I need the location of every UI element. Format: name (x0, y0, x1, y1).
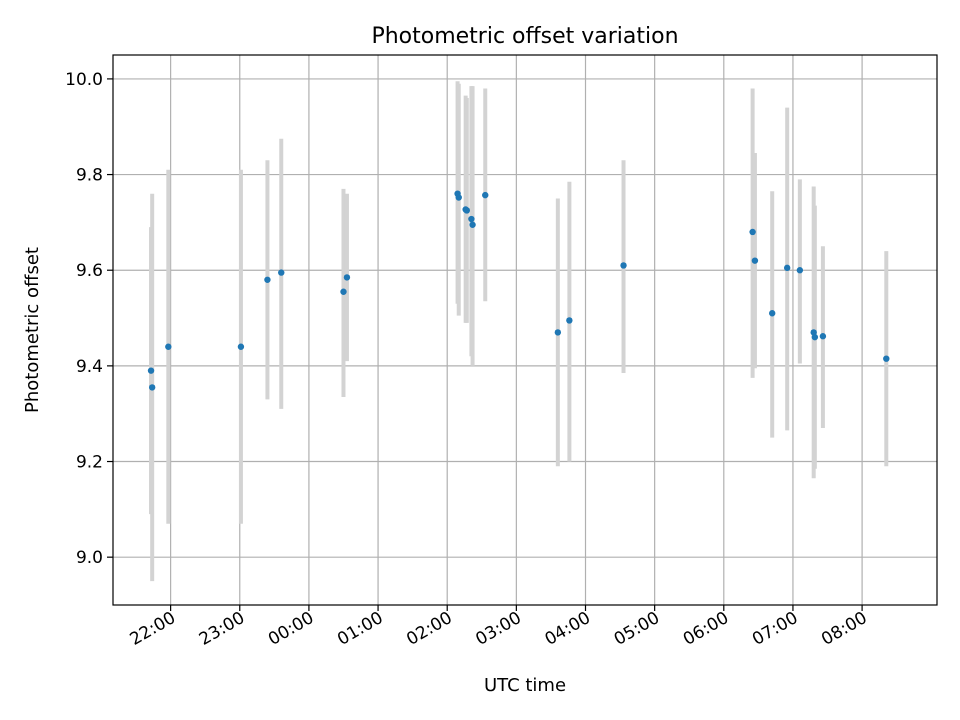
y-tick-label: 9.0 (76, 548, 103, 568)
x-tick-label: 06:00 (680, 608, 732, 650)
data-point (796, 267, 804, 274)
chart-title: Photometric offset variation (371, 24, 678, 49)
grid (113, 55, 937, 605)
x-tick-label: 02:00 (403, 608, 455, 650)
y-axis-ticks: 9.0 9.2 9.4 9.6 9.8 10.0 (65, 70, 113, 568)
x-tick-label: 03:00 (472, 608, 524, 650)
x-tick-label: 00:00 (265, 608, 317, 650)
data-point (554, 329, 562, 336)
x-tick-label: 07:00 (749, 608, 801, 650)
x-axis-label: UTC time (484, 675, 566, 696)
data-point (783, 264, 791, 272)
data-point (751, 257, 759, 264)
data-point (455, 194, 462, 201)
data-point (749, 228, 756, 236)
data-point (463, 207, 471, 214)
data-point (810, 329, 817, 336)
x-tick-label: 04:00 (542, 608, 594, 650)
data-points (147, 190, 890, 391)
data-point (769, 310, 776, 317)
data-point (165, 343, 172, 350)
x-tick-label: 01:00 (334, 608, 386, 650)
data-point (469, 221, 476, 228)
error-bars (149, 81, 889, 582)
y-axis-label: Photometric offset (22, 247, 43, 413)
data-point (819, 333, 827, 340)
y-tick-label: 9.6 (76, 261, 103, 281)
x-tick-label: 23:00 (196, 608, 248, 650)
data-point (278, 269, 285, 276)
x-tick-label: 08:00 (818, 608, 870, 650)
data-point (148, 384, 156, 391)
data-point (264, 276, 271, 283)
plot-frame (112, 54, 938, 606)
data-point (237, 343, 245, 350)
data-point (883, 355, 890, 362)
y-tick-label: 9.4 (76, 357, 103, 377)
x-tick-label: 05:00 (611, 608, 663, 650)
y-tick-label: 9.8 (76, 166, 103, 186)
data-point (468, 215, 475, 223)
y-tick-label: 10.0 (65, 70, 103, 90)
data-point (147, 367, 155, 374)
data-point (811, 333, 819, 341)
data-point (482, 191, 489, 199)
data-point (620, 262, 627, 269)
data-point (566, 317, 573, 324)
data-point (343, 274, 351, 281)
x-tick-label: 22:00 (127, 608, 179, 650)
data-point (340, 288, 347, 295)
x-axis-ticks: 22:00 23:00 00:00 01:00 02:00 03:00 04:00 05:00… (127, 605, 871, 650)
y-tick-label: 9.2 (76, 453, 103, 473)
